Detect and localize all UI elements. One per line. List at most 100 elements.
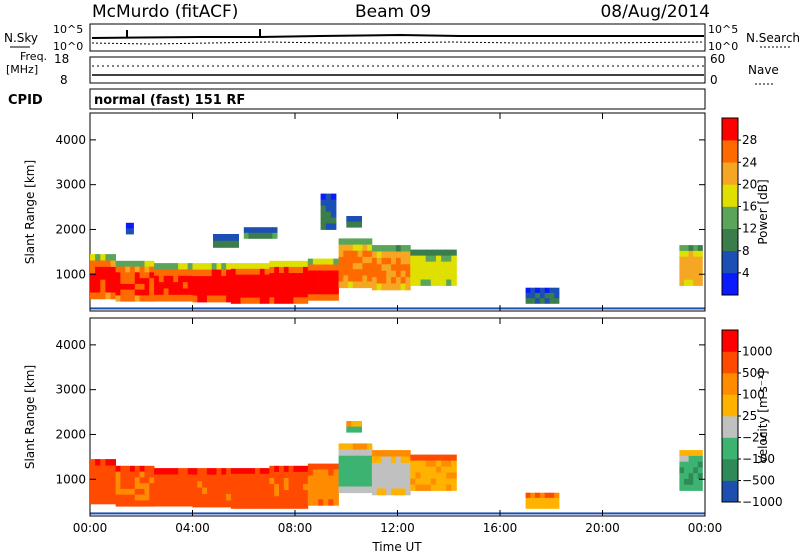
data-cell	[544, 497, 550, 504]
data-cell	[248, 227, 254, 234]
colorbar-tick-label: −25	[742, 431, 767, 445]
data-cell	[446, 466, 452, 473]
data-cell	[352, 263, 358, 270]
data-cell	[168, 294, 174, 302]
data-cell	[90, 266, 96, 274]
data-cell	[451, 255, 457, 262]
colorbar-tick-label: 28	[742, 133, 757, 147]
data-cell	[328, 282, 334, 289]
data-cell	[441, 460, 447, 467]
data-cell	[376, 475, 382, 483]
data-cell	[110, 266, 116, 274]
data-cell	[338, 244, 344, 252]
data-cell	[120, 272, 126, 279]
data-cell	[267, 232, 273, 239]
data-cell	[323, 499, 329, 506]
data-cell	[293, 465, 299, 473]
data-cell	[267, 227, 273, 234]
data-cell	[182, 480, 189, 488]
data-cell	[430, 261, 437, 268]
data-cell	[125, 471, 131, 478]
data-cell	[178, 487, 184, 494]
data-cell	[245, 502, 251, 509]
data-cell	[395, 488, 402, 496]
data-cell	[391, 245, 397, 252]
data-cell	[245, 479, 251, 486]
y-tick-label: 4000	[55, 133, 86, 147]
data-cell	[259, 291, 265, 299]
data-cell	[386, 245, 392, 252]
data-cell	[211, 487, 217, 495]
data-cell	[688, 461, 694, 468]
data-cell	[206, 263, 213, 270]
data-cell	[451, 454, 457, 461]
data-cell	[105, 465, 111, 473]
data-cell	[325, 223, 332, 230]
data-cell	[178, 263, 184, 270]
data-cell	[415, 261, 421, 268]
data-cell	[697, 250, 703, 258]
data-cell	[352, 480, 358, 487]
data-cell	[549, 292, 555, 299]
data-cell	[202, 269, 208, 277]
data-cell	[405, 251, 411, 259]
data-cell	[110, 260, 116, 268]
data-cell	[303, 260, 309, 268]
data-cell	[216, 468, 222, 475]
data-cell	[343, 281, 349, 289]
data-cell	[697, 273, 703, 281]
data-cell	[346, 221, 352, 228]
data-cell	[357, 455, 363, 463]
data-cell	[684, 467, 689, 474]
data-cell	[255, 479, 261, 486]
cpid-text: normal (fast) 151 RF	[94, 93, 245, 108]
data-cell	[274, 266, 280, 274]
data-cell	[298, 478, 304, 485]
data-cell	[163, 493, 169, 501]
data-cell	[688, 450, 694, 457]
data-cell	[192, 468, 198, 475]
y-tick-label: 3000	[55, 178, 86, 192]
data-cell	[100, 273, 106, 281]
data-cell	[367, 250, 373, 258]
data-cell	[688, 256, 694, 263]
data-cell	[283, 465, 289, 473]
data-cell	[274, 279, 280, 286]
data-cell	[245, 297, 251, 304]
data-cell	[240, 491, 246, 498]
data-cell	[206, 269, 213, 277]
colorbar-tick-label: −100	[742, 452, 775, 466]
data-cell	[684, 478, 689, 486]
data-cell	[221, 289, 227, 296]
freq-label-1: Freq.	[20, 50, 47, 63]
data-cell	[259, 263, 265, 270]
data-cell	[110, 491, 116, 498]
data-cell	[235, 263, 241, 270]
data-cell	[328, 487, 334, 494]
data-cell	[149, 500, 155, 507]
data-cell	[182, 269, 189, 277]
data-cell	[269, 478, 275, 485]
data-cell	[697, 473, 703, 480]
data-cell	[435, 267, 442, 274]
data-cell	[105, 273, 111, 281]
data-cell	[105, 471, 111, 479]
data-cell	[206, 474, 213, 482]
data-cell	[233, 234, 239, 242]
data-cell	[367, 275, 373, 282]
data-cell	[269, 260, 275, 268]
data-cell	[202, 487, 208, 495]
data-cell	[216, 295, 222, 303]
data-cell	[530, 298, 536, 304]
data-cell	[303, 502, 309, 509]
data-cell	[235, 468, 241, 475]
data-cell	[357, 275, 363, 282]
colorbar-segment	[722, 416, 738, 438]
data-cell	[688, 484, 694, 491]
data-cell	[120, 471, 126, 478]
power-panel: 1000 2000 3000 4000 Slant Range [km]	[23, 112, 706, 312]
data-cell	[173, 493, 179, 501]
data-cell	[279, 291, 285, 298]
data-cell	[158, 468, 165, 475]
data-cell	[269, 266, 275, 274]
